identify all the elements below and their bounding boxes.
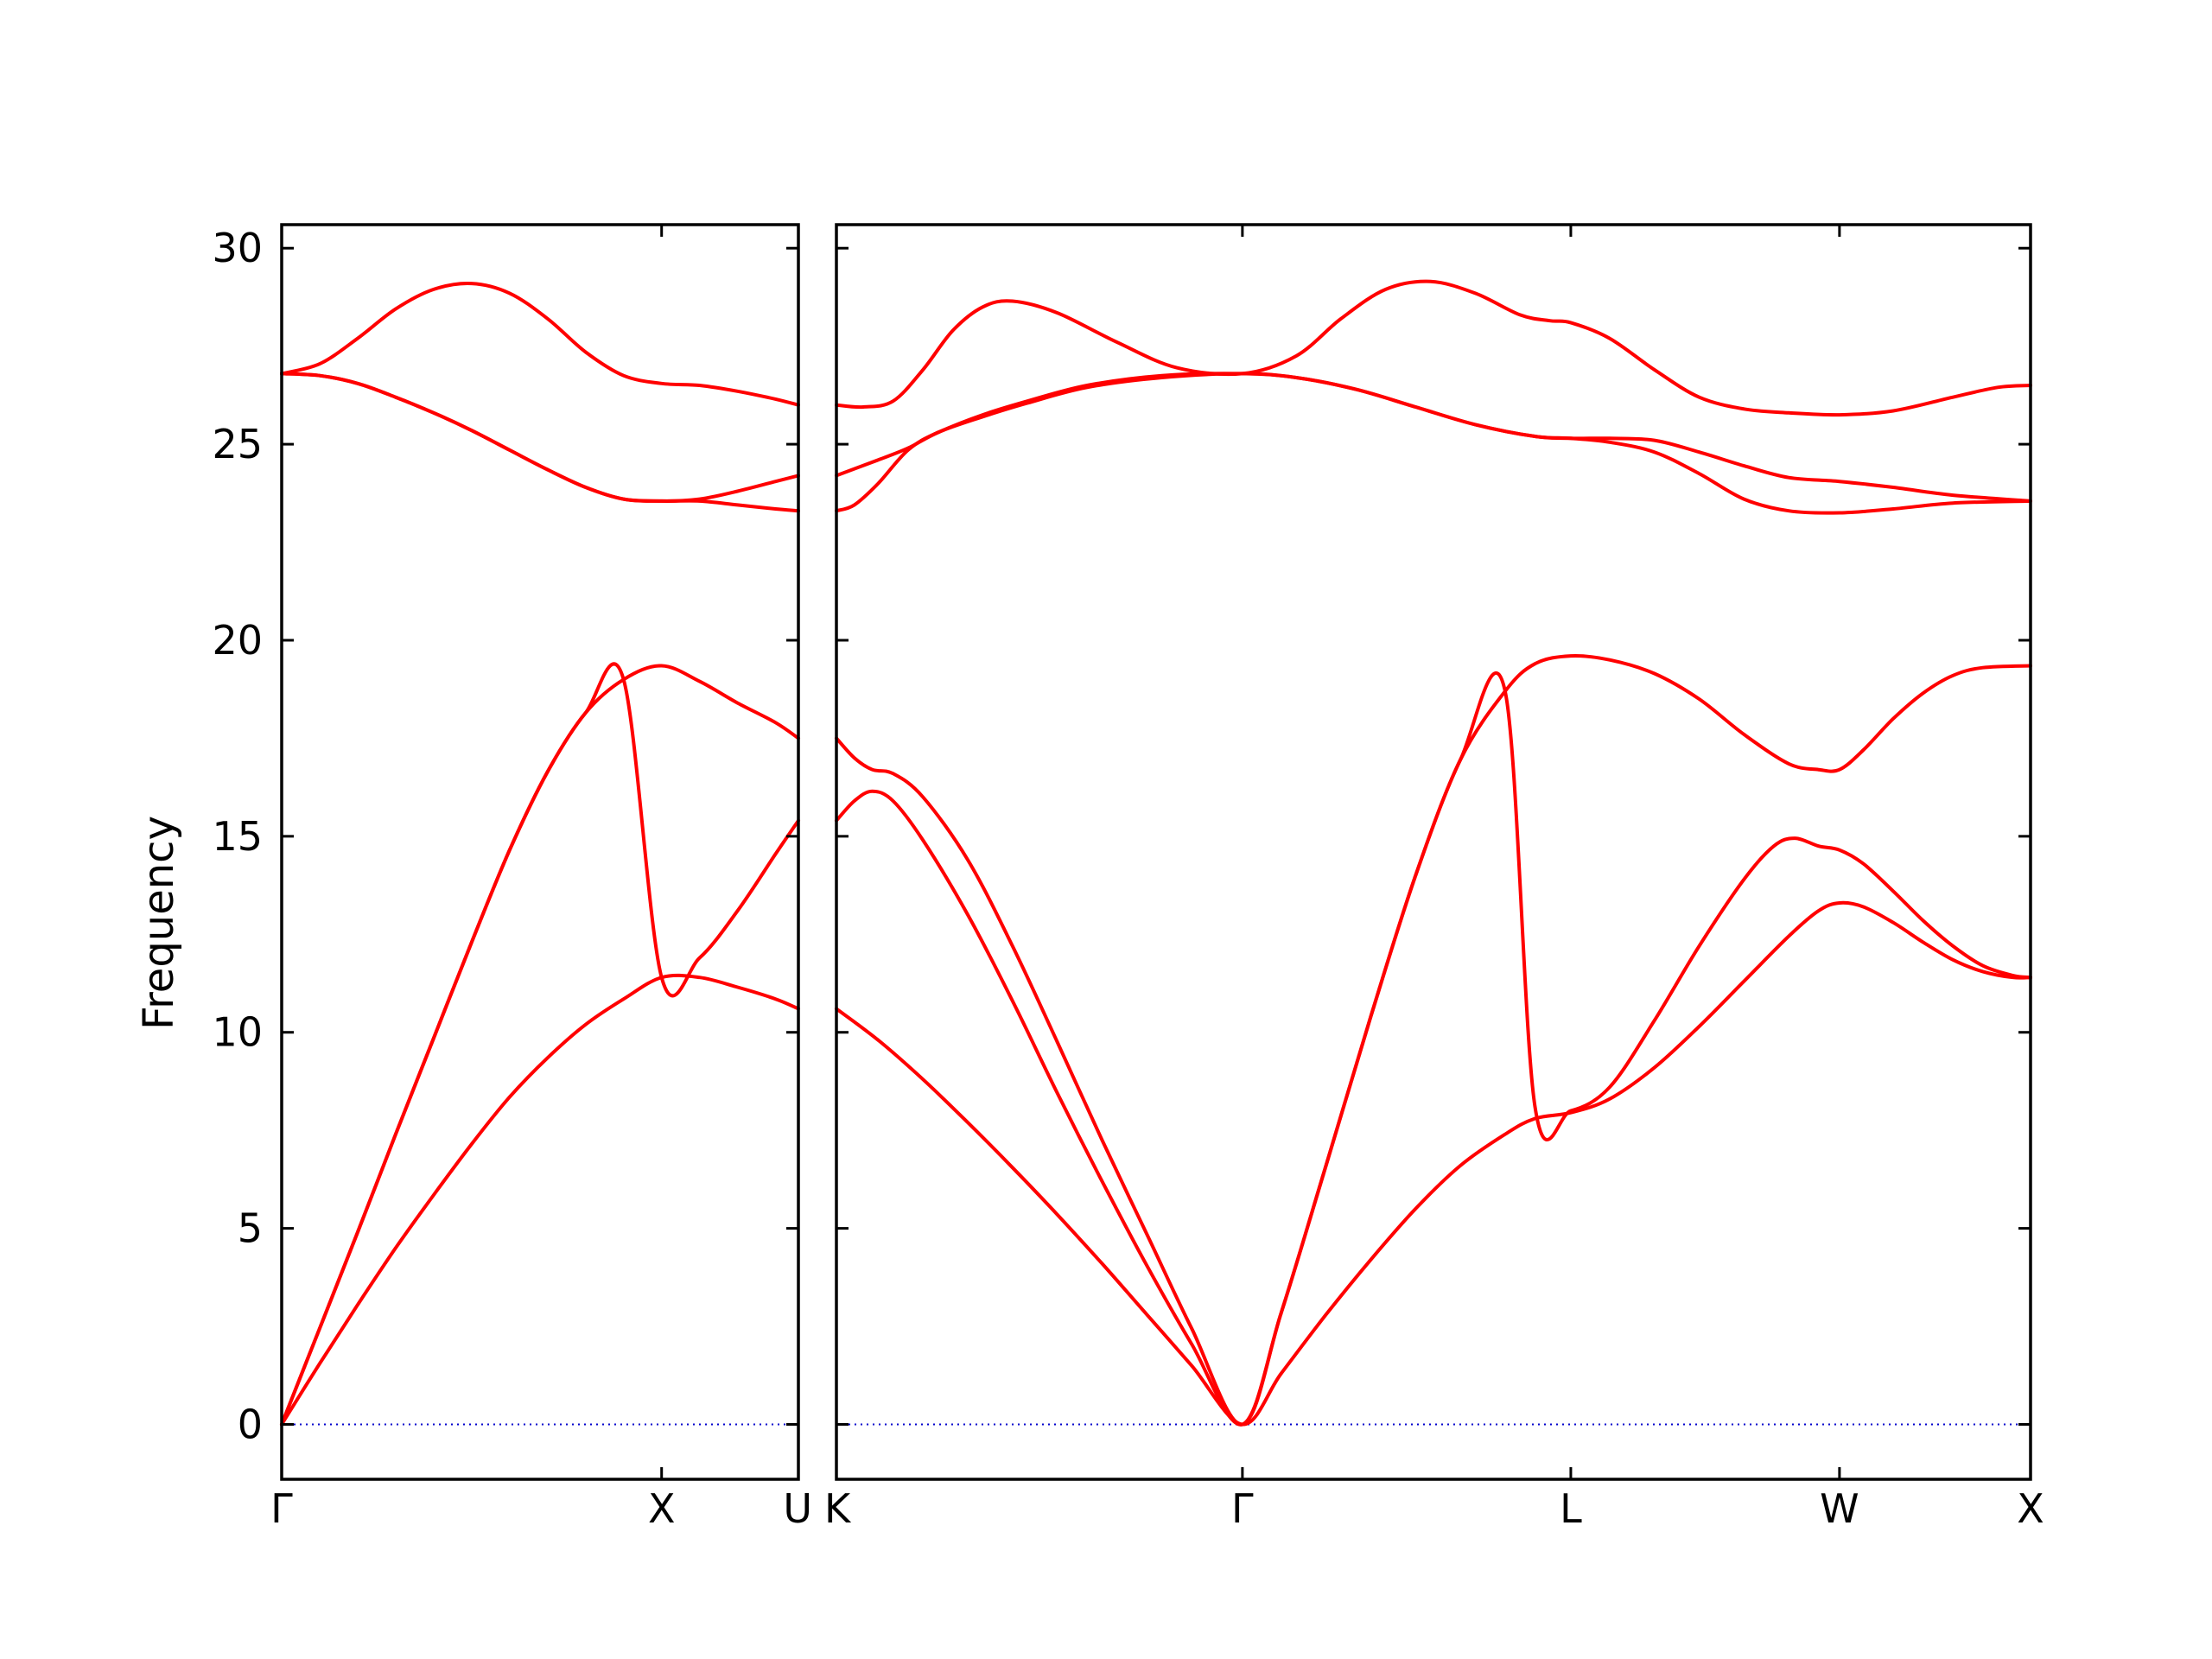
band-line-1 <box>280 973 800 1427</box>
x-tick-label: Γ <box>270 1485 293 1532</box>
y-tick-label: 0 <box>238 1401 263 1447</box>
band-line-3 <box>280 662 800 1427</box>
band-line-2 <box>280 664 800 1427</box>
x-tick-label: K <box>824 1485 852 1532</box>
y-tick-label: 30 <box>212 225 263 271</box>
x-tick-label: X <box>2017 1485 2044 1532</box>
band-line-4 <box>280 372 800 513</box>
plot-frame <box>280 223 800 1481</box>
x-tick-label: L <box>1560 1485 1582 1532</box>
y-tick-label: 15 <box>212 813 263 860</box>
band-line-1 <box>835 900 2032 1427</box>
x-tick-label: Γ <box>1231 1485 1254 1532</box>
panel-left: Γ X U 0 5 10 15 20 25 30 <box>212 223 812 1532</box>
band-line-4 <box>835 372 2032 515</box>
band-line-6 <box>835 279 2032 417</box>
y-axis-label: Frequency <box>135 816 183 1030</box>
x-tick-label: W <box>1820 1485 1859 1532</box>
y-tick-label: 20 <box>212 617 263 664</box>
y-tick-label: 25 <box>212 421 263 467</box>
x-tick-label: U <box>783 1485 812 1532</box>
band-line-3 <box>835 671 2032 1427</box>
y-tick-label: 5 <box>238 1205 263 1252</box>
x-tick-label: X <box>648 1485 676 1532</box>
band-line-5 <box>835 372 2032 503</box>
band-line-5 <box>280 372 800 503</box>
y-tick-label: 10 <box>212 1009 263 1056</box>
plot-frame <box>835 223 2032 1481</box>
band-line-2 <box>835 653 2032 1427</box>
band-line-6 <box>280 281 800 407</box>
